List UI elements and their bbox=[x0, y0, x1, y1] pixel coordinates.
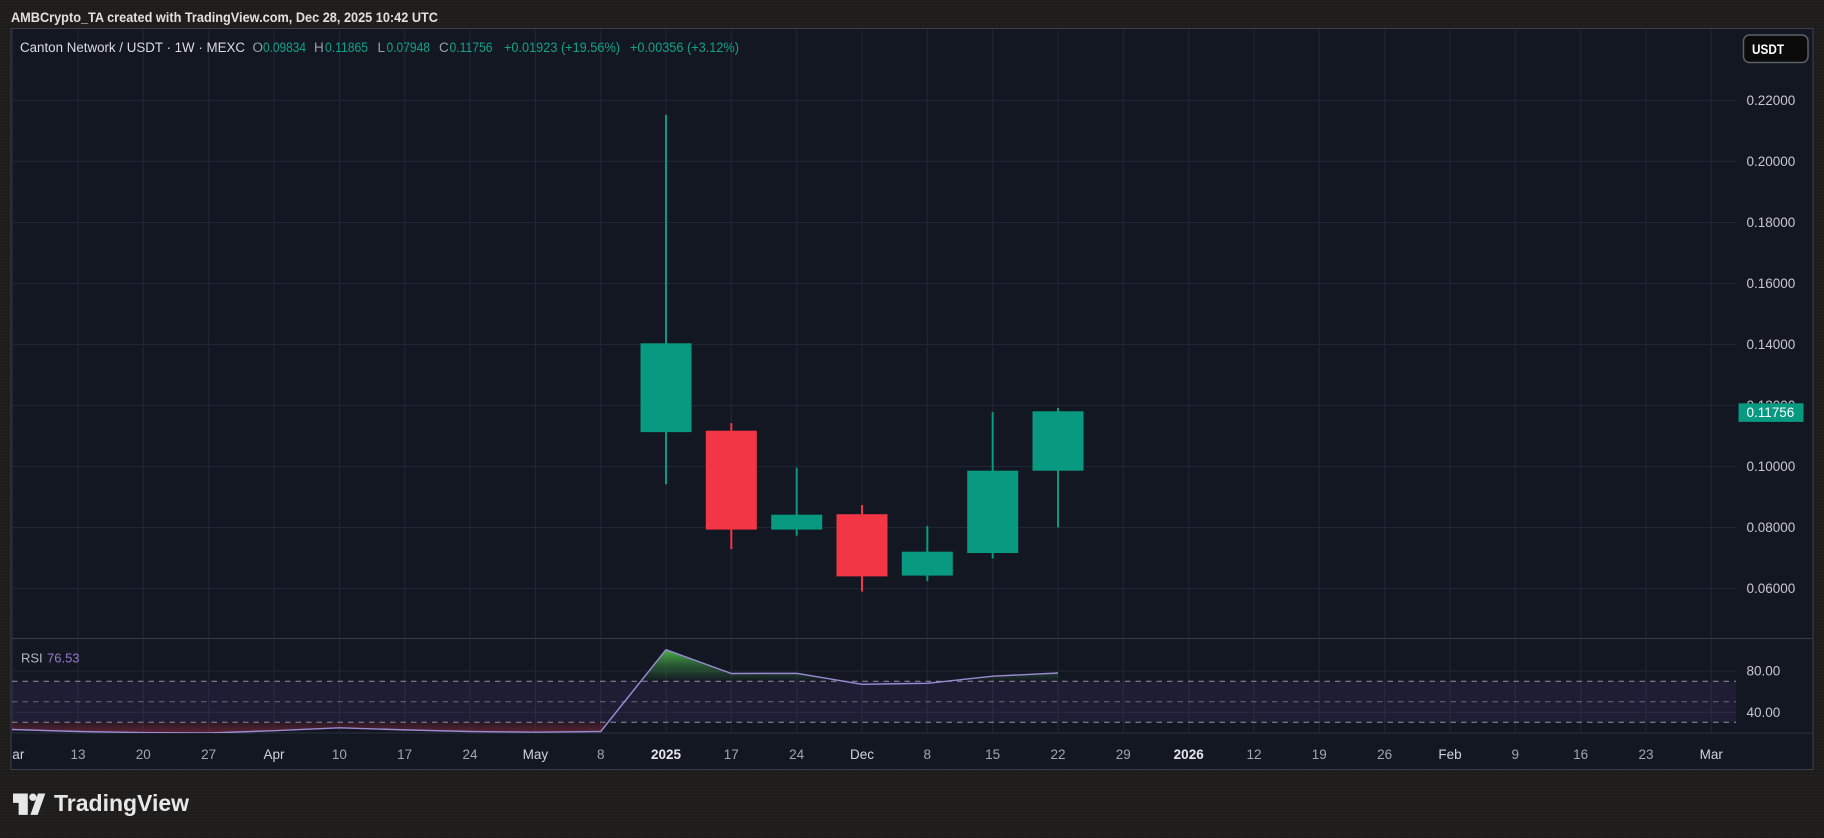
svg-text:0.11865: 0.11865 bbox=[325, 40, 368, 55]
svg-text:2026: 2026 bbox=[1174, 747, 1205, 762]
svg-text:+0.01923 (+19.56%): +0.01923 (+19.56%) bbox=[504, 40, 620, 55]
svg-text:24: 24 bbox=[462, 747, 478, 762]
svg-text:10: 10 bbox=[332, 747, 347, 762]
svg-text:23: 23 bbox=[1638, 747, 1653, 762]
svg-text:O: O bbox=[253, 40, 264, 55]
svg-text:0.18000: 0.18000 bbox=[1747, 215, 1796, 230]
svg-text:24: 24 bbox=[789, 747, 805, 762]
svg-text:19: 19 bbox=[1312, 747, 1327, 762]
svg-text:76.53: 76.53 bbox=[47, 651, 80, 666]
svg-text:9: 9 bbox=[1512, 747, 1520, 762]
svg-text:C: C bbox=[439, 40, 449, 55]
svg-text:Mar: Mar bbox=[1, 747, 25, 762]
svg-text:80.00: 80.00 bbox=[1747, 664, 1781, 679]
svg-text:0.09834: 0.09834 bbox=[263, 40, 306, 55]
svg-text:22: 22 bbox=[1050, 747, 1065, 762]
svg-text:17: 17 bbox=[397, 747, 412, 762]
svg-text:AMBCrypto_TA created with Trad: AMBCrypto_TA created with TradingView.co… bbox=[11, 9, 438, 25]
svg-text:0.16000: 0.16000 bbox=[1747, 276, 1796, 291]
svg-text:0.11756: 0.11756 bbox=[450, 40, 493, 55]
svg-text:0.08000: 0.08000 bbox=[1747, 520, 1796, 535]
svg-text:May: May bbox=[523, 747, 549, 762]
svg-text:8: 8 bbox=[924, 747, 932, 762]
svg-text:13: 13 bbox=[70, 747, 85, 762]
svg-text:0.06000: 0.06000 bbox=[1747, 581, 1796, 596]
svg-text:Canton Network / USDT · 1W · M: Canton Network / USDT · 1W · MEXC bbox=[20, 40, 245, 55]
svg-text:0.22000: 0.22000 bbox=[1747, 93, 1796, 108]
svg-text:Mar: Mar bbox=[1700, 747, 1724, 762]
svg-text:40.00: 40.00 bbox=[1747, 705, 1781, 720]
svg-text:27: 27 bbox=[201, 747, 216, 762]
svg-text:Feb: Feb bbox=[1438, 747, 1461, 762]
svg-text:20: 20 bbox=[136, 747, 151, 762]
svg-text:USDT: USDT bbox=[1752, 42, 1785, 57]
svg-text:Dec: Dec bbox=[850, 747, 874, 762]
svg-text:Apr: Apr bbox=[263, 747, 285, 762]
svg-text:+0.00356 (+3.12%): +0.00356 (+3.12%) bbox=[630, 40, 739, 55]
svg-text:26: 26 bbox=[1377, 747, 1392, 762]
svg-text:0.07948: 0.07948 bbox=[387, 40, 431, 55]
svg-text:0.10000: 0.10000 bbox=[1747, 459, 1796, 474]
svg-text:H: H bbox=[314, 40, 324, 55]
svg-text:0.14000: 0.14000 bbox=[1747, 337, 1796, 352]
svg-text:17: 17 bbox=[724, 747, 739, 762]
svg-text:12: 12 bbox=[1246, 747, 1261, 762]
svg-text:15: 15 bbox=[985, 747, 1000, 762]
svg-text:TradingView: TradingView bbox=[54, 790, 189, 816]
svg-text:0.11756: 0.11756 bbox=[1747, 405, 1795, 420]
svg-text:2025: 2025 bbox=[651, 747, 682, 762]
svg-text:29: 29 bbox=[1116, 747, 1131, 762]
svg-text:0.20000: 0.20000 bbox=[1747, 154, 1796, 169]
svg-text:16: 16 bbox=[1573, 747, 1588, 762]
svg-text:8: 8 bbox=[597, 747, 605, 762]
svg-text:RSI: RSI bbox=[21, 651, 43, 666]
svg-text:L: L bbox=[378, 40, 386, 55]
